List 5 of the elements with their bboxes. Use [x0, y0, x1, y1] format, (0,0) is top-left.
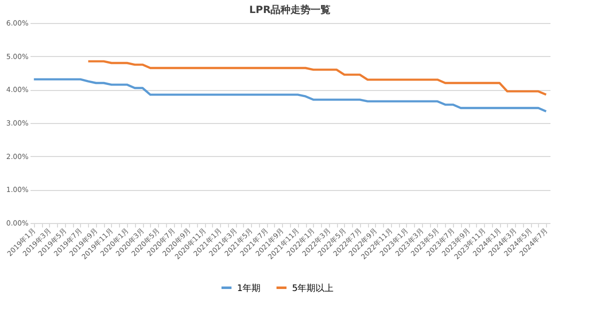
- line-series: [87, 60, 548, 96]
- chart-title: LPR品种走势一覧: [249, 4, 331, 16]
- legend-label: 1年期: [237, 282, 261, 294]
- line-series: [32, 78, 548, 112]
- legend-label: 5年期以上: [292, 282, 334, 294]
